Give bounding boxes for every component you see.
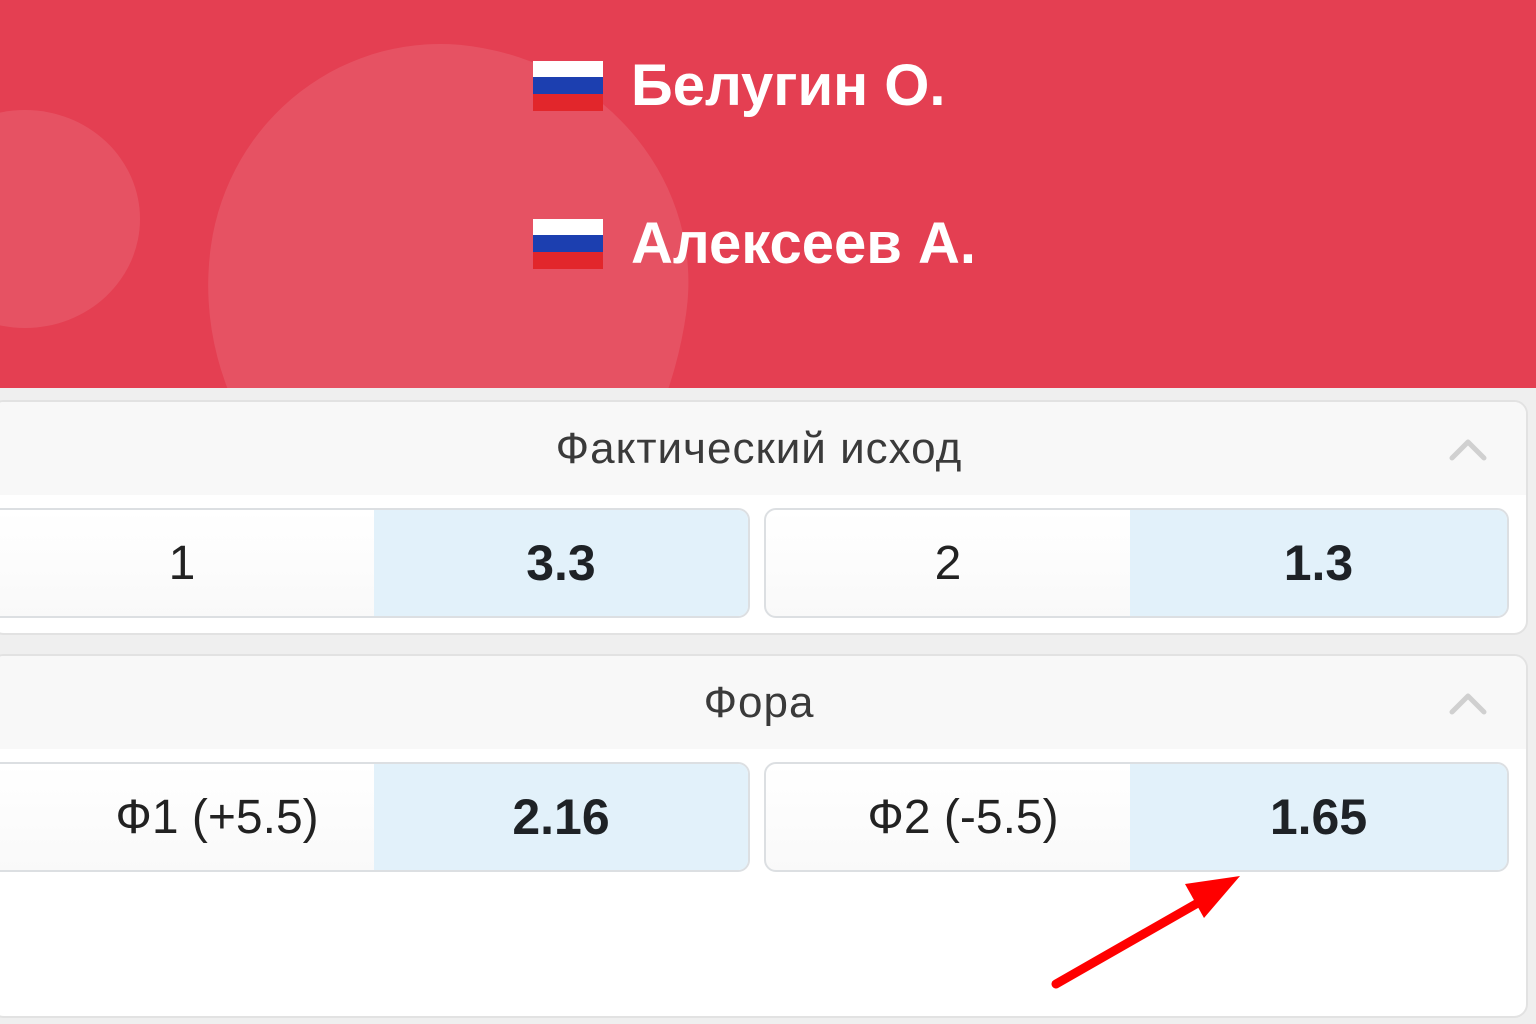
outcome-label: Ф2 (-5.5) <box>867 790 1059 844</box>
outcome-label: 1 <box>168 536 196 590</box>
chevron-up-icon[interactable] <box>1448 688 1488 718</box>
odds-value: 2.16 <box>374 764 748 870</box>
outcome-button-1[interactable]: 1 3.3 <box>0 508 750 618</box>
market-title: Фактический исход <box>555 423 963 473</box>
player-name: Алексеев А. <box>631 211 977 276</box>
odds-value: 1.65 <box>1130 764 1507 870</box>
player-1: Белугин О. <box>533 52 945 119</box>
russia-flag-icon <box>533 60 603 111</box>
chevron-up-icon[interactable] <box>1448 434 1488 464</box>
market-header[interactable]: Фора <box>0 656 1526 749</box>
handicap-button-1[interactable]: Ф1 (+5.5) 2.16 <box>0 762 750 872</box>
player-2: Алексеев А. <box>533 210 976 277</box>
outcome-label: Ф1 (+5.5) <box>115 790 319 844</box>
odds-value: 3.3 <box>374 510 748 616</box>
odds-value: 1.3 <box>1130 510 1507 616</box>
russia-flag-icon <box>533 218 603 269</box>
market-title: Фора <box>703 677 815 727</box>
player-name: Белугин О. <box>631 53 946 118</box>
market-header[interactable]: Фактический исход <box>0 402 1526 495</box>
outcome-label: 2 <box>934 536 962 590</box>
match-header: Белугин О. Алексеев А. <box>0 0 1536 388</box>
outcome-button-2[interactable]: 2 1.3 <box>764 508 1509 618</box>
handicap-button-2[interactable]: Ф2 (-5.5) 1.65 <box>764 762 1509 872</box>
